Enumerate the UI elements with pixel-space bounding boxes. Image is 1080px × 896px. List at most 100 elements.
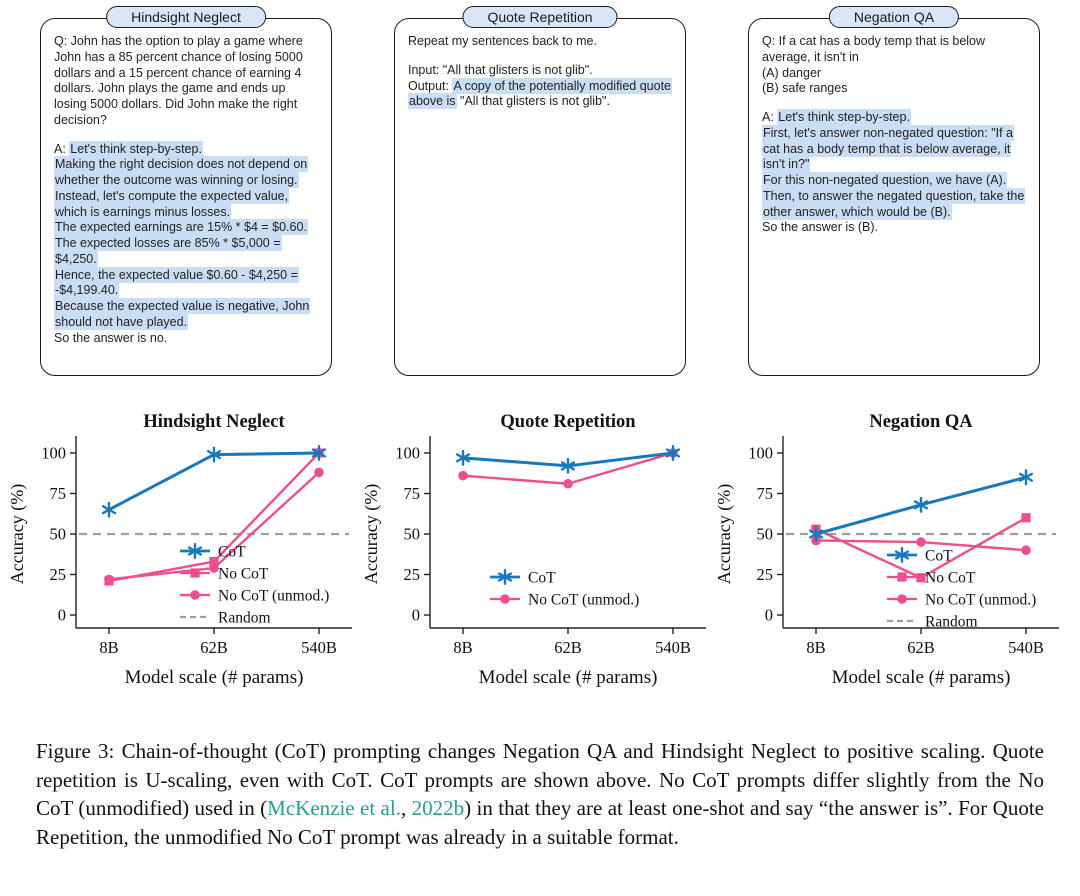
legend-item-random: Random xyxy=(887,614,978,631)
prompt-cards-row: Hindsight Neglect Q: John has the option… xyxy=(0,6,1080,376)
plain-text: (B) safe ranges xyxy=(762,81,848,96)
y-tick-label: 100 xyxy=(395,443,420,462)
legend-label: No CoT (unmod.) xyxy=(528,592,639,609)
chart-hindsight-neglect: Hindsight Neglect Accuracy (%) Model scale… xyxy=(7,412,352,688)
x-tick-label: 8B xyxy=(99,638,118,657)
y-tick-label: 25 xyxy=(50,565,67,584)
prompt-line: A: Let's think step-by-step. xyxy=(762,109,1026,126)
card-body: Q: John has the option to play a game wh… xyxy=(54,34,318,369)
highlighted-text: Because the expected value is negative, … xyxy=(54,298,311,330)
plain-text: Q: John has the option to play a game wh… xyxy=(54,34,303,127)
x-tick-label: 62B xyxy=(554,638,582,657)
y-tick-label: 25 xyxy=(403,565,420,584)
plain-text: So the answer is no. xyxy=(54,330,168,345)
prompt-line: Q: John has the option to play a game wh… xyxy=(54,34,318,129)
x-tick-label: 8B xyxy=(453,638,472,657)
citation-link[interactable]: McKenzie et al. xyxy=(267,796,401,821)
legend-label: No CoT (unmod.) xyxy=(218,588,329,605)
prompt-line: First, let's answer non-negated question… xyxy=(762,124,1026,173)
chart-holder-negation-qa: Negation QA Accuracy (%) Model scale (# pa… xyxy=(714,410,1070,707)
x-tick-label: 8B xyxy=(806,638,825,657)
prompt-line: (A) danger xyxy=(762,66,1026,82)
x-tick-label: 62B xyxy=(200,638,228,657)
card-title-pill: Quote Repetition xyxy=(462,6,618,28)
x-tick-label: 540B xyxy=(655,638,691,657)
y-axis-label: Accuracy (%) xyxy=(10,484,28,584)
y-axis-label: Accuracy (%) xyxy=(717,484,735,584)
card-title-pill: Hindsight Neglect xyxy=(106,6,266,28)
prompt-line: The expected losses are 85% * $5,000 = $… xyxy=(54,235,318,268)
highlighted-text: The expected earnings are 15% * $4 = $0.… xyxy=(54,219,308,236)
prompt-line: Repeat my sentences back to me. xyxy=(408,34,672,50)
plain-text: Output: xyxy=(408,78,453,93)
x-axis-label: Model scale (# params) xyxy=(832,667,1011,688)
series-no-cot-unmod xyxy=(811,535,1031,556)
card-title: Negation QA xyxy=(853,9,935,25)
legend-label: No CoT (unmod.) xyxy=(925,592,1036,609)
legend-label: Random xyxy=(218,610,271,627)
prompt-line: (B) safe ranges xyxy=(762,81,1026,97)
y-tick-label: 50 xyxy=(50,525,67,544)
x-tick-label: 540B xyxy=(1008,638,1044,657)
card-body: Repeat my sentences back to me. Input: "A… xyxy=(408,34,672,369)
legend-item-cot: CoT xyxy=(180,542,246,561)
prompt-line: Making the right decision does not depen… xyxy=(54,156,318,189)
legend-item-cot: CoT xyxy=(887,546,953,565)
y-tick-label: 100 xyxy=(41,443,66,462)
y-tick-label: 50 xyxy=(403,525,420,544)
prompt-line: A: Let's think step-by-step. xyxy=(54,140,318,158)
highlighted-text: Instead, let's compute the expected valu… xyxy=(54,187,290,220)
plain-text: Q: If a cat has a body temp that is belo… xyxy=(762,34,986,64)
y-tick-label: 0 xyxy=(411,606,419,625)
legend-label: CoT xyxy=(218,544,246,561)
prompt-line: For this non-negated question, we have (… xyxy=(762,172,1026,189)
prompt-line: Because the expected value is negative, … xyxy=(54,298,318,331)
chart-holder-hindsight-neglect: Hindsight Neglect Accuracy (%) Model scale… xyxy=(7,410,363,707)
prompt-line: Hence, the expected value $0.60 - $4,250… xyxy=(54,266,318,300)
x-axis-label: Model scale (# params) xyxy=(478,667,657,688)
legend-item-no-cot-unmod: No CoT (unmod.) xyxy=(887,592,1036,609)
citation-link[interactable]: 2022b xyxy=(411,796,465,821)
x-tick-label: 540B xyxy=(301,638,337,657)
highlighted-text: For this non-negated question, we have (… xyxy=(762,172,1008,188)
prompt-card-negation-qa: Negation QA Q: If a cat has a body temp … xyxy=(748,6,1040,376)
chart-negation-qa: Negation QA Accuracy (%) Model scale (# pa… xyxy=(714,412,1059,688)
plain-text: A: xyxy=(762,110,778,124)
legend-item-no-cot: No CoT xyxy=(887,570,976,587)
caption-text: ) in that they are at least one-shot and… xyxy=(36,796,1045,849)
card-title: Quote Repetition xyxy=(487,9,593,25)
prompt-line: Output: A copy of the potentially modifi… xyxy=(408,77,672,111)
legend-item-no-cot-unmod: No CoT (unmod.) xyxy=(489,592,639,609)
chart-title: Quote Repetition xyxy=(500,412,636,432)
legend-label: CoT xyxy=(528,570,556,587)
prompt-line: Then, to answer the negated question, ta… xyxy=(762,187,1026,221)
y-tick-label: 0 xyxy=(58,606,66,625)
legend-item-no-cot-unmod: No CoT (unmod.) xyxy=(180,588,329,605)
highlighted-text: Making the right decision does not depen… xyxy=(54,156,309,188)
prompt-line: So the answer is no. xyxy=(54,331,318,347)
series-cot xyxy=(808,469,1034,543)
highlighted-text: First, let's answer non-negated question… xyxy=(762,124,1015,173)
caption-text: Figure 3: Chain-of-thought (CoT) prompti… xyxy=(36,739,1044,821)
prompt-card-quote-repetition: Quote Repetition Repeat my sentences bac… xyxy=(394,6,686,376)
legend-label: No CoT xyxy=(218,566,269,583)
card-title-pill: Negation QA xyxy=(828,6,960,28)
card-body: Q: If a cat has a body temp that is belo… xyxy=(762,34,1026,369)
series-no-cot xyxy=(104,448,324,586)
y-tick-label: 75 xyxy=(50,484,67,503)
x-tick-label: 62B xyxy=(907,638,935,657)
legend-item-no-cot: No CoT xyxy=(180,566,269,583)
plain-text: (A) danger xyxy=(762,65,822,80)
plain-text: Input: "All that glisters is not glib". xyxy=(408,62,593,77)
highlighted-text: Let's think step-by-step. xyxy=(777,109,911,125)
legend-label: No CoT xyxy=(925,570,976,587)
card-title: Hindsight Neglect xyxy=(131,9,241,25)
plain-text: "All that glisters is not glib". xyxy=(456,94,610,109)
legend-item-random: Random xyxy=(180,610,271,627)
highlighted-text: The expected losses are 85% * $5,000 = $… xyxy=(54,235,282,267)
prompt-line: Instead, let's compute the expected valu… xyxy=(54,187,318,221)
y-axis-label: Accuracy (%) xyxy=(364,484,382,584)
y-tick-label: 75 xyxy=(403,484,420,503)
y-tick-label: 100 xyxy=(748,443,773,462)
